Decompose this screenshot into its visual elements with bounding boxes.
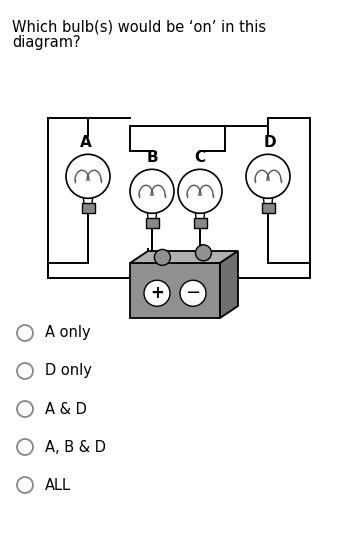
Text: diagram?: diagram? (12, 35, 81, 50)
FancyBboxPatch shape (261, 203, 274, 213)
FancyBboxPatch shape (82, 203, 95, 213)
Text: A, B & D: A, B & D (45, 439, 106, 454)
FancyBboxPatch shape (130, 263, 220, 318)
Text: D: D (264, 135, 276, 150)
Text: ALL: ALL (45, 477, 71, 493)
Text: +: + (150, 284, 164, 302)
Text: A: A (80, 135, 92, 150)
Text: D only: D only (45, 363, 92, 379)
Text: C: C (195, 150, 205, 165)
Polygon shape (220, 251, 238, 318)
Text: A & D: A & D (45, 402, 87, 416)
Circle shape (195, 245, 211, 261)
Text: Which bulb(s) would be ‘on’ in this: Which bulb(s) would be ‘on’ in this (12, 20, 266, 35)
Circle shape (66, 155, 110, 198)
Polygon shape (130, 251, 238, 263)
Text: A only: A only (45, 326, 91, 340)
Text: −: − (186, 284, 201, 302)
Circle shape (246, 155, 290, 198)
Circle shape (180, 280, 206, 306)
FancyBboxPatch shape (146, 218, 159, 228)
Circle shape (144, 280, 170, 306)
Circle shape (130, 169, 174, 213)
Circle shape (154, 249, 170, 265)
Text: B: B (146, 150, 158, 165)
FancyBboxPatch shape (194, 218, 206, 228)
Circle shape (178, 169, 222, 213)
